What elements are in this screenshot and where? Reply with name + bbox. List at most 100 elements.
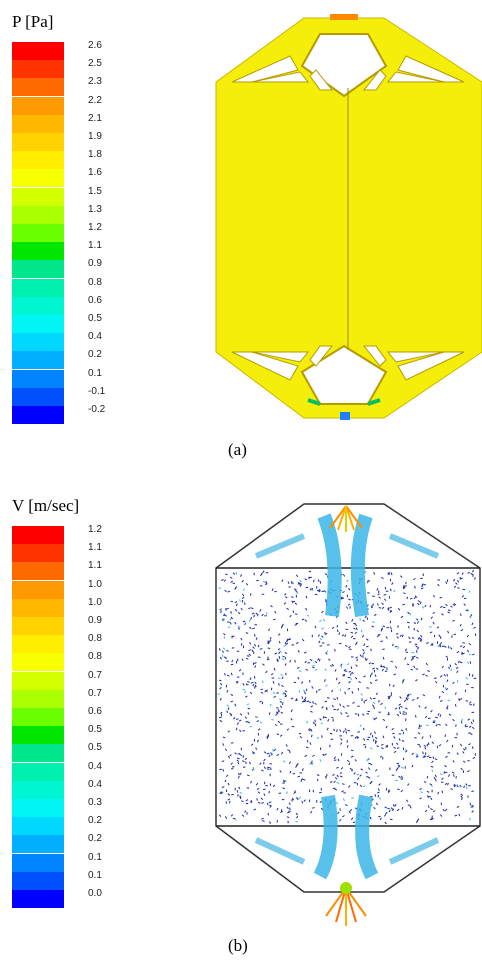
velocity-vector [346, 715, 350, 717]
velocity-vector [271, 753, 274, 756]
velocity-vector [415, 645, 418, 648]
velocity-vector [312, 701, 314, 704]
velocity-vector [416, 621, 419, 624]
velocity-vector [297, 676, 300, 680]
velocity-vector [417, 732, 421, 735]
velocity-vector [383, 814, 387, 817]
velocity-vector [444, 808, 448, 812]
velocity-vector [459, 624, 462, 627]
velocity-vector [358, 681, 362, 684]
pressure-legend-title: P [Pa] [12, 12, 54, 31]
velocity-vector [339, 703, 342, 707]
velocity-vector [230, 672, 233, 676]
velocity-vector [466, 608, 470, 612]
velocity-vector [268, 712, 271, 715]
velocity-vector [319, 759, 322, 762]
velocity-vector [310, 705, 314, 708]
velocity-vector [452, 759, 455, 763]
velocity-vector [237, 772, 240, 776]
velocity-vector [286, 816, 290, 818]
velocity-vector [239, 713, 243, 716]
velocity-vector [459, 613, 462, 617]
velocity-vector [341, 634, 345, 637]
velocity-vector [420, 638, 423, 641]
velocity-vector [340, 663, 343, 667]
velocity-vector [432, 756, 435, 759]
velocity-vector [240, 643, 243, 646]
legend-swatch [12, 562, 64, 581]
velocity-vector [432, 611, 436, 614]
velocity-vector [347, 729, 351, 732]
velocity-vector [224, 589, 227, 593]
velocity-vector [290, 709, 293, 713]
velocity-vector [447, 609, 451, 612]
velocity-vector [273, 667, 276, 671]
velocity-vector [237, 775, 240, 779]
velocity-vector [407, 804, 411, 806]
velocity-vector [283, 779, 285, 783]
velocity-vector [257, 791, 261, 794]
velocity-vector [334, 777, 338, 780]
velocity-vector [280, 673, 283, 676]
velocity-vector [221, 620, 225, 622]
velocity-vector [393, 589, 396, 593]
velocity-vector [284, 663, 287, 666]
velocity-vector [248, 649, 251, 652]
legend-tick-label: 1.0 [88, 578, 102, 590]
velocity-vector [413, 665, 416, 669]
velocity-vector [272, 691, 276, 695]
velocity-vector [427, 742, 430, 746]
velocity-vector [263, 793, 266, 796]
velocity-vector [402, 713, 405, 716]
velocity-vector [362, 619, 365, 622]
velocity-vector [232, 572, 236, 575]
velocity-vector [444, 687, 447, 690]
legend-tick-label: 0.0 [88, 888, 102, 899]
velocity-vector [389, 626, 392, 630]
velocity-vector [350, 666, 353, 670]
velocity-vector [375, 768, 378, 772]
velocity-vector [277, 708, 280, 712]
velocity-vector [470, 732, 473, 736]
velocity-vector [239, 574, 243, 577]
velocity-vector [333, 728, 336, 732]
velocity-vector [229, 754, 232, 757]
velocity-vector [269, 821, 271, 824]
velocity-vector [295, 764, 299, 767]
velocity-vector [457, 587, 460, 589]
velocity-vector [421, 605, 425, 609]
velocity-vector [374, 613, 377, 617]
velocity-vector [234, 601, 238, 604]
velocity-vector [408, 625, 410, 629]
velocity-vector [260, 691, 264, 694]
velocity-vector [218, 679, 222, 682]
velocity-vector [252, 683, 255, 687]
legend-swatch [12, 544, 64, 563]
velocity-vector [359, 774, 362, 777]
legend-tick-label: 1.2 [88, 222, 102, 233]
velocity-vector [434, 774, 437, 778]
velocity-vector [409, 612, 411, 616]
legend-tick-label: 0.1 [88, 851, 102, 863]
velocity-vector [250, 681, 254, 684]
velocity-vector [297, 775, 301, 778]
velocity-vector [414, 595, 418, 598]
velocity-vector [284, 695, 288, 698]
velocity-vector [249, 641, 252, 645]
velocity-vector [311, 734, 313, 738]
velocity-vector [287, 581, 290, 585]
velocity-vector [342, 730, 345, 734]
velocity-vector [256, 798, 258, 801]
legend-swatch [12, 744, 64, 763]
legend-swatch [12, 406, 64, 424]
velocity-vector [270, 673, 274, 676]
velocity-vector [245, 632, 249, 634]
velocity-vector [448, 666, 450, 670]
velocity-vector [271, 719, 274, 721]
velocity-vector [348, 785, 351, 788]
velocity-vector [355, 627, 358, 631]
velocity-vector [452, 681, 455, 685]
velocity-vector [450, 668, 452, 672]
velocity-vector [317, 634, 320, 637]
velocity-vector [298, 796, 302, 799]
